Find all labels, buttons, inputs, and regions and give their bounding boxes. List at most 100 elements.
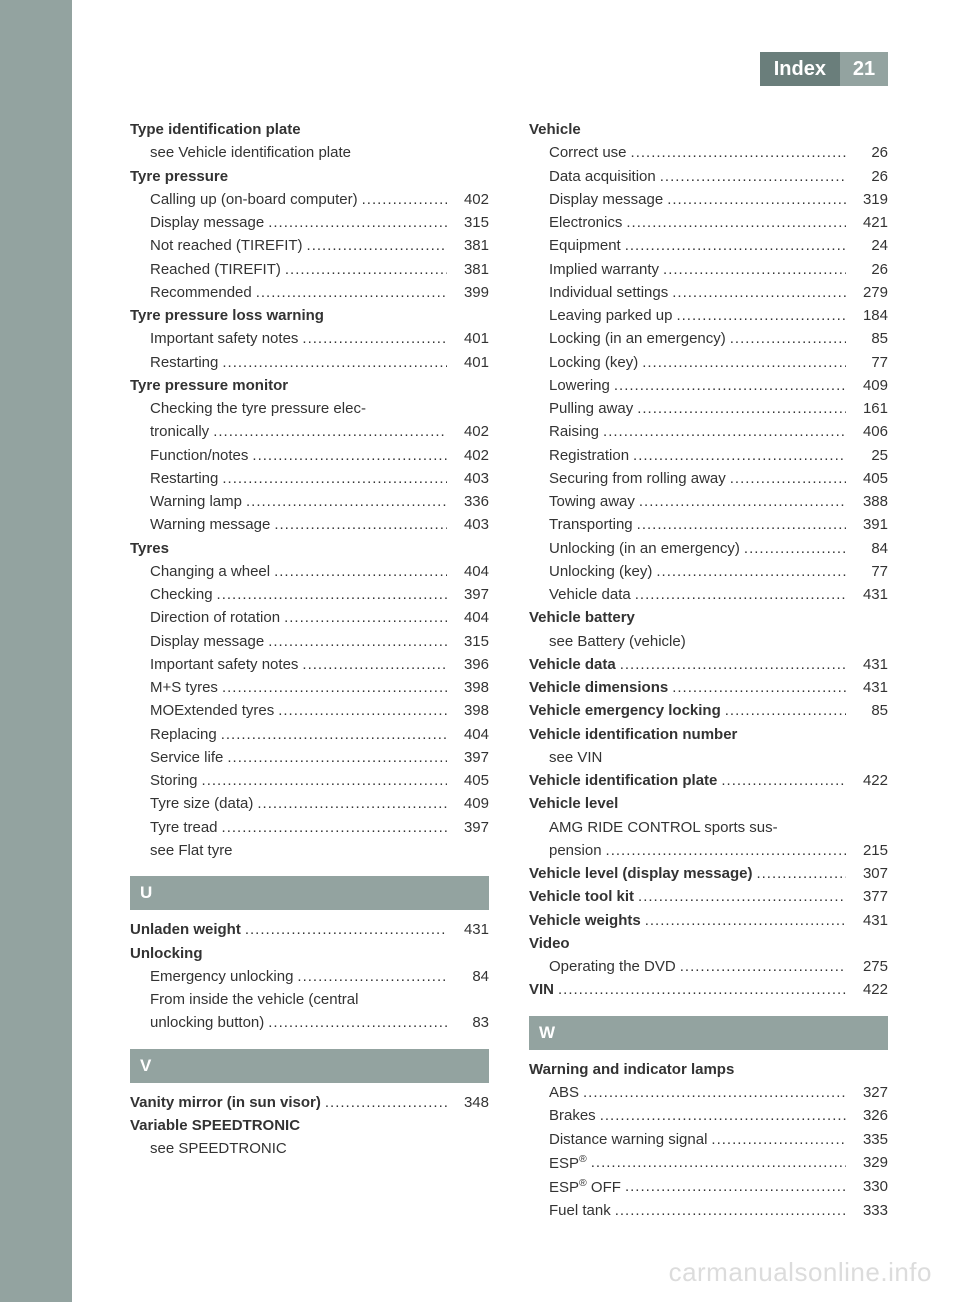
left-sidebar bbox=[0, 0, 72, 1302]
index-entry: unlocking button)83 bbox=[130, 1011, 489, 1034]
entry-label: ABS bbox=[549, 1081, 579, 1104]
entry-page: 397 bbox=[451, 746, 489, 769]
entry-page: 381 bbox=[451, 234, 489, 257]
index-entry: Emergency unlocking84 bbox=[130, 965, 489, 988]
entry-label: Storing bbox=[150, 769, 198, 792]
entry-label: Transporting bbox=[549, 513, 633, 536]
index-entry: Vehicle level (display message)307 bbox=[529, 862, 888, 885]
entry-dots bbox=[284, 606, 447, 629]
entry-label: Unladen weight bbox=[130, 918, 241, 941]
index-entry: VIN422 bbox=[529, 978, 888, 1001]
entry-dots bbox=[606, 839, 846, 862]
entry-label: Locking (in an emergency) bbox=[549, 327, 726, 350]
index-entry: Display message315 bbox=[130, 630, 489, 653]
entry-label: Vehicle emergency locking bbox=[529, 699, 721, 722]
entry-label: Unlocking (in an emergency) bbox=[549, 537, 740, 560]
entry-dots bbox=[744, 537, 846, 560]
entry-label: Tyre size (data) bbox=[150, 792, 253, 815]
entry-page: 403 bbox=[451, 513, 489, 536]
entry-page: 329 bbox=[850, 1151, 888, 1175]
entry-dots bbox=[274, 513, 447, 536]
index-entry: Electronics421 bbox=[529, 211, 888, 234]
entry-label: Warning message bbox=[150, 513, 270, 536]
index-entry: Implied warranty26 bbox=[529, 258, 888, 281]
index-heading: Tyres bbox=[130, 537, 489, 560]
entry-dots bbox=[268, 630, 447, 653]
index-entry: Changing a wheel404 bbox=[130, 560, 489, 583]
entry-dots bbox=[635, 583, 846, 606]
entry-label: Vehicle data bbox=[529, 653, 616, 676]
entry-label: Warning lamp bbox=[150, 490, 242, 513]
index-entry: Leaving parked up184 bbox=[529, 304, 888, 327]
entry-label: Replacing bbox=[150, 723, 217, 746]
index-heading: Tyre pressure monitor bbox=[130, 374, 489, 397]
index-entry: Data acquisition26 bbox=[529, 165, 888, 188]
section-bar: U bbox=[130, 876, 489, 910]
entry-dots bbox=[645, 909, 846, 932]
entry-page: 403 bbox=[451, 467, 489, 490]
entry-page: 184 bbox=[850, 304, 888, 327]
entry-label: Not reached (TIREFIT) bbox=[150, 234, 303, 257]
entry-page: 377 bbox=[850, 885, 888, 908]
entry-label: Direction of rotation bbox=[150, 606, 280, 629]
index-heading: Type identification plate bbox=[130, 118, 489, 141]
entry-page: 85 bbox=[850, 327, 888, 350]
entry-label: tronically bbox=[150, 420, 209, 443]
entry-dots bbox=[268, 1011, 447, 1034]
index-heading: Warning and indicator lamps bbox=[529, 1058, 888, 1081]
entry-dots bbox=[278, 699, 447, 722]
entry-page: 24 bbox=[850, 234, 888, 257]
index-entry: Vehicle emergency locking85 bbox=[529, 699, 888, 722]
index-heading: Tyre pressure bbox=[130, 165, 489, 188]
entry-page: 406 bbox=[850, 420, 888, 443]
watermark: carmanualsonline.info bbox=[669, 1257, 932, 1288]
entry-page: 401 bbox=[451, 327, 489, 350]
entry-dots bbox=[297, 965, 447, 988]
entry-page: 397 bbox=[451, 816, 489, 839]
entry-page: 402 bbox=[451, 444, 489, 467]
entry-dots bbox=[325, 1091, 447, 1114]
entry-dots bbox=[625, 1175, 846, 1199]
index-heading: Tyre pressure loss warning bbox=[130, 304, 489, 327]
entry-dots bbox=[620, 653, 846, 676]
entry-dots bbox=[252, 444, 447, 467]
entry-page: 161 bbox=[850, 397, 888, 420]
entry-page: 396 bbox=[451, 653, 489, 676]
entry-label: Function/notes bbox=[150, 444, 248, 467]
entry-label: Calling up (on-board computer) bbox=[150, 188, 358, 211]
index-entry: pension215 bbox=[529, 839, 888, 862]
heading-label: Tyre pressure bbox=[130, 165, 228, 188]
index-entry: Vehicle data431 bbox=[529, 653, 888, 676]
index-subtext: Checking the tyre pressure elec- bbox=[130, 397, 489, 420]
entry-dots bbox=[221, 723, 447, 746]
entry-page: 336 bbox=[451, 490, 489, 513]
entry-dots bbox=[307, 234, 447, 257]
index-heading: Vehicle identification number bbox=[529, 723, 888, 746]
entry-dots bbox=[660, 165, 846, 188]
index-entry: Recommended399 bbox=[130, 281, 489, 304]
index-entry: Securing from rolling away405 bbox=[529, 467, 888, 490]
entry-page: 77 bbox=[850, 560, 888, 583]
index-entry: Locking (key)77 bbox=[529, 351, 888, 374]
entry-page: 422 bbox=[850, 978, 888, 1001]
index-subtext: see VIN bbox=[529, 746, 888, 769]
index-heading: Vehicle bbox=[529, 118, 888, 141]
index-entry: Operating the DVD275 bbox=[529, 955, 888, 978]
entry-dots bbox=[637, 513, 846, 536]
entry-page: 83 bbox=[451, 1011, 489, 1034]
index-entry: Service life397 bbox=[130, 746, 489, 769]
index-entry: Display message315 bbox=[130, 211, 489, 234]
entry-label: Vehicle level (display message) bbox=[529, 862, 752, 885]
index-heading: Vehicle level bbox=[529, 792, 888, 815]
entry-dots bbox=[615, 1199, 846, 1222]
entry-dots bbox=[222, 467, 447, 490]
entry-label: Tyre tread bbox=[150, 816, 218, 839]
entry-page: 319 bbox=[850, 188, 888, 211]
index-entry: Lowering409 bbox=[529, 374, 888, 397]
entry-page: 402 bbox=[451, 420, 489, 443]
index-subtext: see SPEEDTRONIC bbox=[130, 1137, 489, 1160]
entry-label: MOExtended tyres bbox=[150, 699, 274, 722]
entry-dots bbox=[638, 885, 846, 908]
entry-page: 431 bbox=[850, 909, 888, 932]
entry-page: 401 bbox=[451, 351, 489, 374]
